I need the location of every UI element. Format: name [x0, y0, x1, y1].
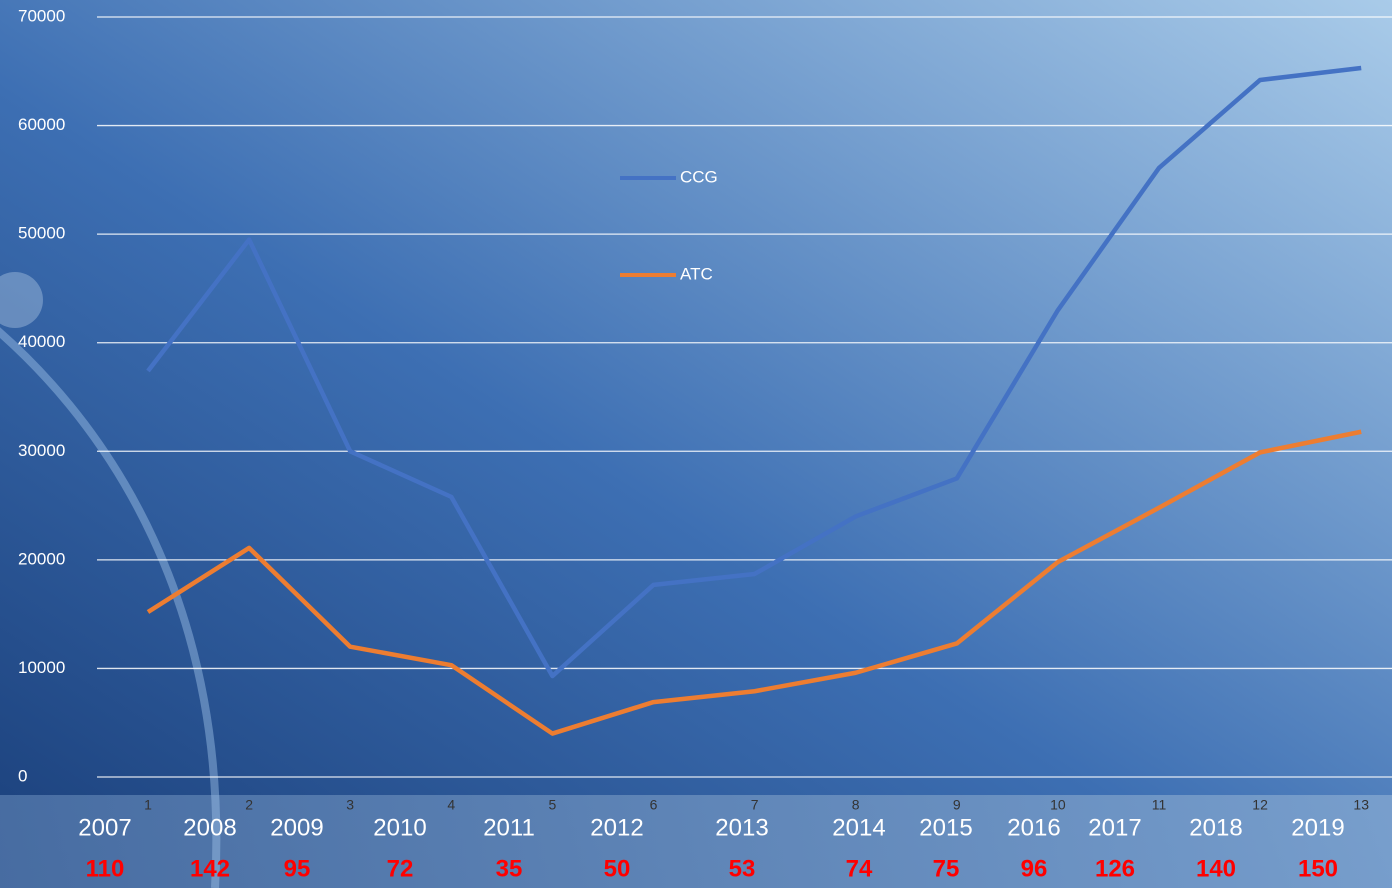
x-tick-label: 10 — [1050, 797, 1066, 813]
count-label: 96 — [1021, 855, 1048, 882]
x-tick-label: 13 — [1353, 797, 1369, 813]
year-label: 2014 — [832, 814, 885, 841]
y-tick-label: 0 — [18, 766, 27, 785]
chart: 0100002000030000400005000060000700001234… — [0, 0, 1392, 888]
count-label: 95 — [284, 855, 311, 882]
x-tick-label: 1 — [144, 797, 152, 813]
legend-label: ATC — [680, 264, 713, 283]
x-tick-label: 11 — [1152, 797, 1167, 813]
x-tick-label: 12 — [1252, 797, 1268, 813]
year-label: 2017 — [1088, 814, 1141, 841]
count-label: 72 — [387, 855, 414, 882]
x-tick-label: 3 — [346, 797, 354, 813]
y-tick-label: 40000 — [18, 332, 65, 351]
x-tick-label: 5 — [549, 797, 557, 813]
x-tick-label: 6 — [650, 797, 658, 813]
year-label: 2015 — [919, 814, 972, 841]
count-label: 110 — [86, 855, 125, 882]
y-tick-label: 60000 — [18, 115, 65, 134]
y-tick-label: 70000 — [18, 6, 65, 25]
count-label: 126 — [1095, 855, 1135, 882]
year-label: 2011 — [483, 814, 535, 841]
year-label: 2019 — [1291, 814, 1344, 841]
x-tick-label: 4 — [447, 797, 455, 813]
y-tick-label: 50000 — [18, 224, 65, 243]
year-label: 2018 — [1189, 814, 1242, 841]
x-tick-label: 2 — [245, 797, 253, 813]
count-label: 53 — [729, 855, 756, 882]
year-label: 2010 — [373, 814, 426, 841]
count-label: 75 — [933, 855, 960, 882]
count-label: 74 — [846, 855, 873, 882]
year-label: 2008 — [183, 814, 236, 841]
x-tick-label: 7 — [751, 797, 759, 813]
y-tick-label: 10000 — [18, 658, 65, 677]
year-label: 2007 — [78, 814, 131, 841]
year-label: 2009 — [270, 814, 323, 841]
y-tick-label: 30000 — [18, 441, 65, 460]
count-label: 140 — [1196, 855, 1236, 882]
y-tick-label: 20000 — [18, 549, 65, 568]
year-label: 2016 — [1007, 814, 1060, 841]
x-tick-label: 9 — [953, 797, 961, 813]
year-label: 2012 — [590, 814, 643, 841]
x-tick-label: 8 — [852, 797, 860, 813]
count-label: 150 — [1298, 855, 1338, 882]
count-label: 142 — [190, 855, 230, 882]
year-label: 2013 — [715, 814, 768, 841]
count-label: 35 — [496, 855, 523, 882]
count-label: 50 — [604, 855, 631, 882]
legend-label: CCG — [680, 167, 718, 186]
